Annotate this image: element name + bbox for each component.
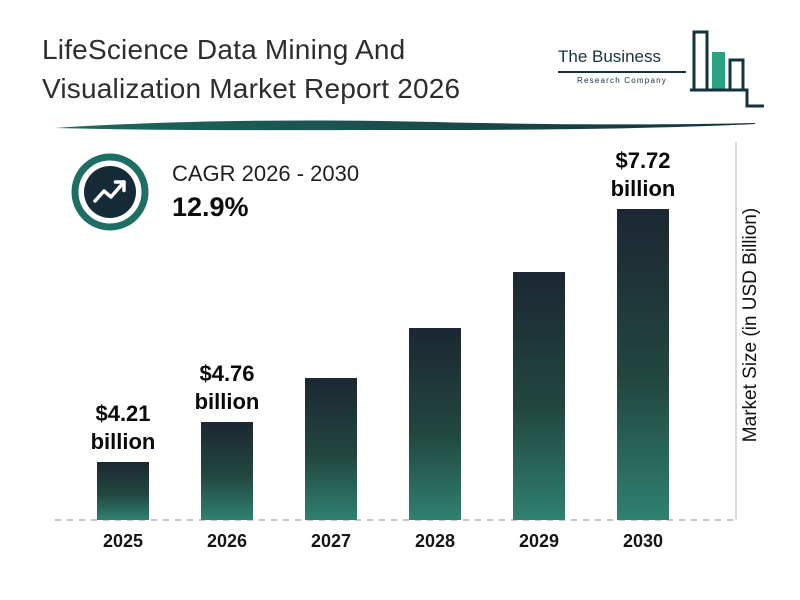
x-tick-2025: 2025 <box>102 531 144 551</box>
bar-2027 <box>305 378 357 520</box>
x-tick-2026: 2026 <box>206 531 248 551</box>
value-label-2025: $4.21 billion <box>63 400 183 456</box>
x-tick-2028: 2028 <box>414 531 456 551</box>
bar-2029 <box>513 272 565 520</box>
value-unit: billion <box>610 176 676 201</box>
logo-name: The Business <box>558 47 661 66</box>
company-logo: The Business Research Company <box>558 28 768 120</box>
title-line-2: Visualization Market Report 2026 <box>42 73 461 104</box>
logo-tagline: Research Company <box>577 76 667 85</box>
logo-divider-line <box>558 71 686 73</box>
page-title: LifeScience Data Mining And Visualizatio… <box>42 30 460 108</box>
bar-2025 <box>97 462 149 520</box>
cagr-label: CAGR 2026 - 2030 <box>172 161 360 186</box>
divider-swoosh <box>55 120 755 131</box>
value-label-2026: $4.76 billion <box>167 360 287 416</box>
value-amount: $4.21 <box>95 401 151 426</box>
cagr-value: 12.9% <box>172 192 249 222</box>
x-tick-2029: 2029 <box>518 531 560 551</box>
value-unit: billion <box>194 389 260 414</box>
cagr-text-block: CAGR 2026 - 2030 12.9% <box>172 161 359 223</box>
cagr-badge: CAGR 2026 - 2030 12.9% <box>70 152 359 232</box>
value-amount: $4.76 <box>199 361 255 386</box>
logo-bars-icon <box>690 30 764 108</box>
value-label-2030: $7.72 billion <box>583 147 703 203</box>
growth-trend-icon <box>71 153 149 231</box>
chart-baseline <box>55 519 737 521</box>
title-line-1: LifeScience Data Mining And <box>42 34 406 65</box>
right-axis-line <box>735 142 737 520</box>
x-tick-2030: 2030 <box>622 531 664 551</box>
logo-text-block: The Business Research Company <box>558 46 686 85</box>
value-unit: billion <box>90 429 156 454</box>
bar-2026 <box>201 422 253 520</box>
bar-2028 <box>409 328 461 520</box>
value-amount: $7.72 <box>615 148 671 173</box>
x-tick-2027: 2027 <box>310 531 352 551</box>
bar-2030 <box>617 209 669 520</box>
